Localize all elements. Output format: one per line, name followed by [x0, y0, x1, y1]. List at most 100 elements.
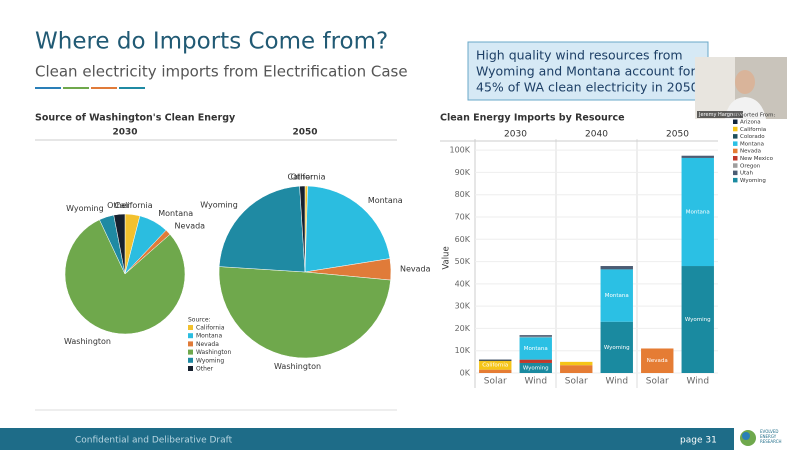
group-label: 2040: [585, 130, 608, 140]
bar-segment: [600, 269, 633, 322]
webcam-name: Jeremy Hargreaves: [698, 112, 747, 118]
x-tick-label: Solar: [565, 377, 588, 387]
y-tick-label: 50K: [455, 257, 471, 266]
y-tick-label: 20K: [455, 324, 471, 333]
legend-swatch: [188, 333, 193, 339]
footer-bar: [0, 428, 800, 450]
segment-label: Montana: [524, 346, 548, 352]
pie-header: 2050: [292, 128, 317, 138]
segment-label: Montana: [686, 209, 710, 215]
slice-label: Montana: [158, 209, 193, 218]
legend-swatch: [733, 156, 738, 161]
name-tag-bg: [697, 111, 743, 118]
legend-label: Oregon: [740, 163, 761, 169]
chart-title: Clean Energy Imports by Resource: [440, 113, 625, 124]
x-tick-label: Wind: [686, 377, 709, 387]
slice-label: Washington: [64, 337, 111, 346]
legend-swatch: [188, 357, 193, 363]
segment-label: Wyoming: [685, 317, 711, 323]
slice-label: Montana: [368, 196, 403, 205]
y-tick-label: 30K: [455, 302, 471, 311]
accent: [119, 87, 145, 89]
x-tick-label: Solar: [484, 377, 507, 387]
bar-segment: [600, 321, 633, 373]
x-tick-label: Wind: [524, 377, 547, 387]
legend-swatch: [733, 170, 738, 176]
legend-swatch: [188, 325, 193, 330]
legend-label: Other: [196, 366, 214, 373]
logo-mark: [742, 432, 750, 440]
pie-slice: [304, 185, 391, 273]
bar-segment: [681, 266, 714, 373]
legend-swatch: [733, 126, 738, 132]
bar-segment: [479, 369, 512, 373]
footer-text: Confidential and Deliberative Draft: [75, 436, 233, 446]
pie-slice: [218, 266, 391, 359]
accent-bars: [35, 87, 145, 89]
legend-label: Colorado: [740, 134, 765, 140]
y-tick-label: 60K: [455, 235, 471, 244]
segment-label: Wyoming: [604, 345, 630, 351]
legend-title: Source:: [188, 317, 211, 324]
logo-text: EVOLVED: [760, 429, 778, 434]
legend-label: New Mexico: [740, 156, 774, 162]
slice-label: Wyoming: [66, 204, 104, 213]
legend-label: California: [196, 325, 225, 332]
pie-slice: [113, 213, 126, 275]
slice-label: Nevada: [400, 265, 431, 274]
legend-label: Arizona: [740, 120, 761, 126]
bar-segment: [519, 359, 552, 363]
pie-header: 2030: [112, 128, 137, 138]
legend-swatch: [733, 141, 738, 146]
slice-label: Other: [291, 173, 314, 182]
legend-swatch: [188, 341, 193, 347]
legend-label: Wyoming: [196, 357, 224, 364]
y-tick-label: 100K: [449, 146, 470, 155]
legend-label: Utah: [740, 171, 754, 177]
bar-segment: [519, 362, 552, 373]
legend-label: Nevada: [740, 149, 761, 155]
accent: [35, 87, 61, 89]
segment-label: Nevada: [647, 358, 668, 364]
legend-label: California: [740, 127, 766, 133]
x-tick-label: Wind: [605, 377, 628, 387]
slide-title: Where do Imports Come from?: [35, 29, 388, 55]
y-tick-label: 70K: [455, 213, 471, 222]
y-tick-label: 90K: [455, 168, 471, 177]
slice-label: California: [287, 173, 325, 182]
callout-box: [467, 41, 709, 101]
face: [735, 70, 755, 94]
slide-subtitle: Clean electricity imports from Electrifi…: [35, 63, 408, 81]
legend-swatch: [733, 163, 738, 168]
callout-line: Wyoming and Montana account for: [476, 64, 696, 79]
bar-segment: [600, 266, 633, 270]
bar-segment: [519, 337, 552, 360]
legend-label: Washington: [196, 349, 231, 356]
chart-title: Source of Washington's Clean Energy: [35, 113, 236, 124]
x-tick-label: Solar: [646, 377, 669, 387]
pie-slice: [218, 185, 306, 273]
page-number: page 31: [680, 436, 717, 446]
group-label: 2030: [504, 130, 527, 140]
accent: [63, 87, 89, 89]
segment-label: California: [482, 363, 508, 369]
pie-slice: [64, 219, 186, 335]
slice-label: Other: [107, 201, 130, 210]
bar-segment: [479, 359, 512, 361]
logo-text: ENERGY: [760, 434, 777, 439]
legend-title: Imported From:: [733, 113, 776, 119]
legend-label: Nevada: [196, 341, 219, 348]
y-axis-label: Value: [442, 246, 452, 269]
legend-label: Montana: [740, 141, 764, 147]
bar-segment: [681, 155, 714, 158]
segment-label: Wyoming: [523, 365, 549, 371]
segment-label: Montana: [605, 293, 629, 299]
callout-line: 45% of WA clean electricity in 2050: [476, 80, 699, 95]
slice-label: Washington: [274, 362, 321, 371]
legend-swatch: [733, 148, 738, 154]
pie-slice: [299, 185, 306, 273]
legend-swatch: [733, 177, 738, 183]
bar-segment: [681, 157, 714, 267]
y-tick-label: 0K: [460, 369, 471, 378]
